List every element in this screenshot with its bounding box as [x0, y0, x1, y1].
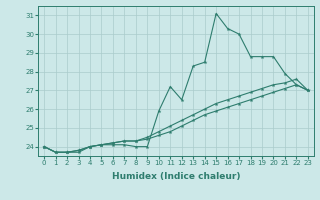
X-axis label: Humidex (Indice chaleur): Humidex (Indice chaleur): [112, 172, 240, 181]
